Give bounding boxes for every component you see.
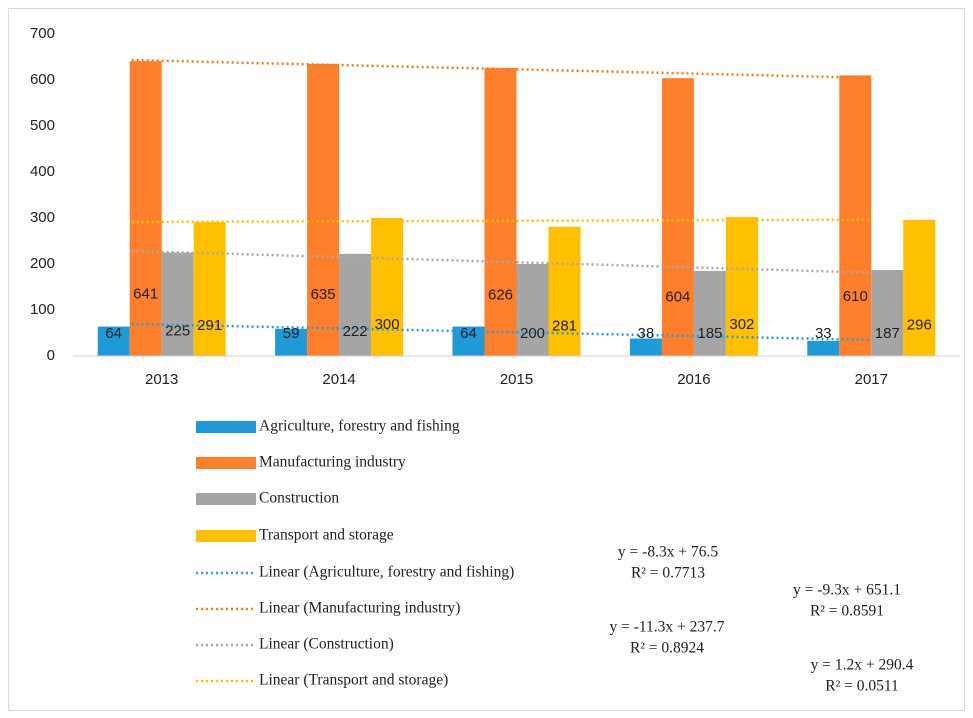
bar [129,61,162,356]
data-label: 222 [343,323,368,340]
data-label: 281 [552,318,577,335]
y-tick-label: 100 [30,301,55,318]
bar [903,219,936,356]
bar [807,340,840,356]
data-label: 200 [520,325,545,342]
bar [307,63,340,357]
data-label: 604 [665,289,690,306]
bar [193,222,226,356]
bar [516,264,549,356]
bar [693,270,726,356]
legend-swatch [196,421,256,433]
data-label: 302 [729,316,754,333]
bar [275,328,308,356]
data-label: 64 [460,325,477,342]
x-tick-label: 2017 [855,371,888,388]
data-label: 185 [697,325,722,342]
trend-r2: R² = 0.8924 [630,640,704,657]
data-label: 635 [311,286,336,303]
x-tick-label: 2016 [677,371,710,388]
bar [839,75,872,357]
trend-equation: y = 1.2x + 290.4 [811,657,914,674]
trendline [131,249,872,274]
bar [371,218,404,356]
trendline [131,58,872,80]
data-label: 300 [375,316,400,333]
data-label: 187 [875,325,900,342]
data-label: 33 [815,325,832,342]
legend-label: Linear (Construction) [259,636,394,653]
data-label: 225 [165,323,190,340]
bar [548,226,581,356]
legend-label: Transport and storage [259,527,394,544]
legend-label: Manufacturing industry [259,454,406,471]
bar [871,269,904,356]
trend-equation: y = -9.3x + 651.1 [793,582,901,599]
y-tick-label: 300 [30,209,55,226]
legend-swatch [196,530,256,542]
bar [339,253,372,356]
legend-label: Linear (Agriculture, forestry and fishin… [259,564,514,581]
trendline [131,322,872,342]
bar [97,326,130,356]
y-tick-label: 400 [30,163,55,180]
data-label: 610 [843,288,868,305]
data-label: 64 [105,325,122,342]
bar [661,78,694,356]
x-tick-label: 2014 [322,371,355,388]
y-tick-label: 0 [47,347,55,364]
trend-equation: y = -8.3x + 76.5 [618,544,718,561]
y-tick-label: 600 [30,71,55,88]
legend-label: Construction [259,490,339,507]
trend-r2: R² = 0.7713 [631,565,705,582]
data-label: 38 [638,325,655,342]
bar [725,217,758,356]
trend-r2: R² = 0.8591 [810,603,884,620]
x-tick-label: 2013 [145,371,178,388]
y-tick-label: 500 [30,117,55,134]
x-tick-label: 2015 [500,371,533,388]
data-label: 296 [907,316,932,333]
bar [629,338,662,356]
data-label: 626 [488,287,513,304]
legend-swatch [196,457,256,469]
legend-swatch [196,493,256,505]
y-tick-label: 700 [30,25,55,42]
legend-label: Linear (Transport and storage) [259,672,448,689]
y-tick-label: 200 [30,255,55,272]
trendline [131,218,872,224]
data-label: 641 [133,285,158,302]
data-label: 59 [283,325,300,342]
legend-label: Linear (Manufacturing industry) [259,600,460,617]
trend-equation: y = -11.3x + 237.7 [609,619,724,636]
legend-label: Agriculture, forestry and fishing [259,418,460,435]
bar [484,68,517,356]
bar [161,252,194,356]
trend-r2: R² = 0.0511 [825,678,899,695]
data-label: 291 [197,317,222,334]
